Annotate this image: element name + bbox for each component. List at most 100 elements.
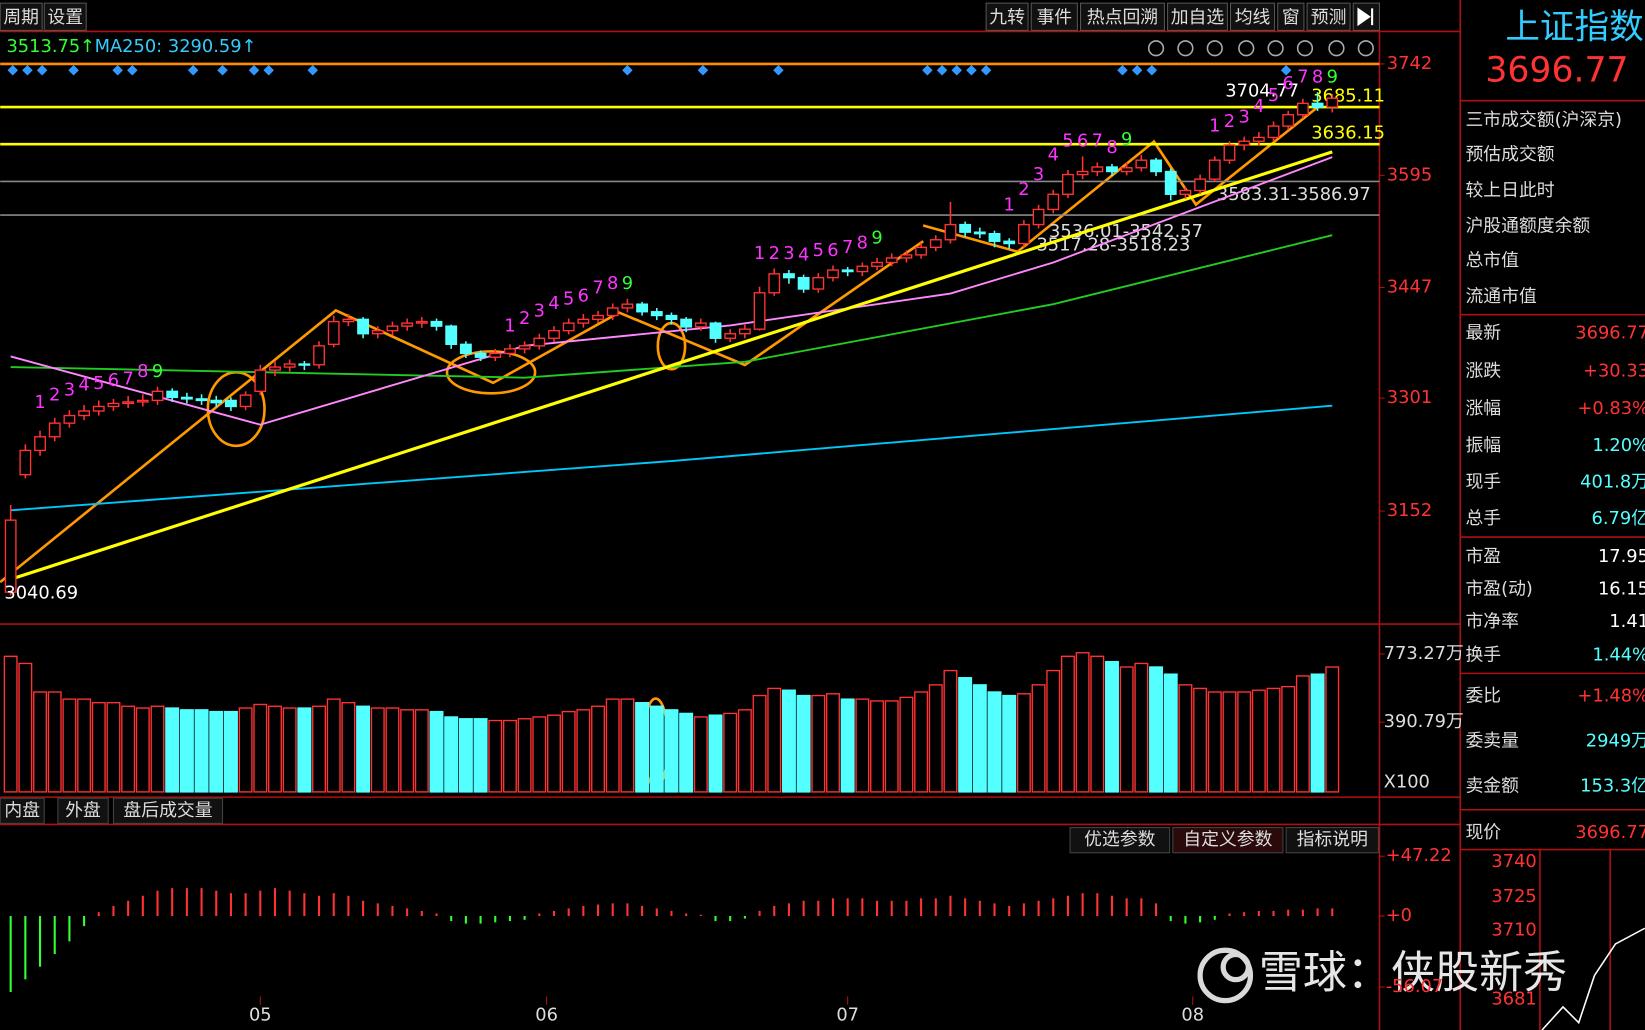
field-value: 6.79亿 xyxy=(1591,508,1645,529)
tab-label[interactable]: 外盘 xyxy=(65,800,101,821)
td-count: 3 xyxy=(64,379,75,400)
volume-bar xyxy=(752,694,767,793)
signal-marker xyxy=(1131,65,1143,76)
candle-body xyxy=(1164,170,1177,195)
toolbar-button[interactable] xyxy=(1080,2,1165,31)
toolbar-label[interactable]: 均线 xyxy=(1235,7,1271,28)
td-count: 7 xyxy=(1297,66,1308,87)
quote-header: 总市值 xyxy=(1465,250,1519,271)
volume-bar xyxy=(77,698,92,793)
td-count: 1 xyxy=(1209,116,1220,137)
tab[interactable] xyxy=(0,797,45,824)
td-count: 1 xyxy=(34,392,45,413)
tool-icon[interactable] xyxy=(1147,40,1165,57)
range-annotation: 3583.31-3586.97 xyxy=(1217,184,1371,205)
toolbar-button[interactable] xyxy=(985,2,1029,31)
toolbar-button[interactable] xyxy=(1229,2,1276,31)
toolbar-icon xyxy=(1357,7,1374,27)
volume-bar xyxy=(282,707,297,793)
tab[interactable] xyxy=(1069,827,1171,854)
volume-bar xyxy=(840,698,855,793)
toolbar-label[interactable]: 热点回溯 xyxy=(1087,7,1158,28)
toolbar-label[interactable]: 九转 xyxy=(989,7,1025,28)
volume-bar xyxy=(370,707,385,793)
volume-bar xyxy=(458,718,473,793)
volume-bar xyxy=(385,707,400,793)
toolbar-label[interactable]: 窗 xyxy=(1282,7,1300,28)
tab-label[interactable]: 自定义参数 xyxy=(1183,829,1272,850)
candle-body xyxy=(988,233,1001,242)
y-tick-label: -56.07 xyxy=(1386,976,1443,997)
toolbar-button[interactable] xyxy=(1277,2,1305,31)
low-label: 3040.69 xyxy=(4,583,78,604)
volume-bar xyxy=(91,702,106,793)
quote-header: 三市成交额(沪深京) xyxy=(1465,110,1622,131)
volume-bar xyxy=(400,709,415,793)
y-tick-label: +47.22 xyxy=(1386,845,1452,866)
toolbar-button[interactable] xyxy=(1306,2,1351,31)
td-count: 5 xyxy=(563,288,574,309)
field-label: 委比 xyxy=(1465,685,1501,706)
x-tick-label: 07 xyxy=(836,1004,859,1025)
mini-tick-label: 3740 xyxy=(1491,851,1536,872)
candle-body xyxy=(34,436,46,452)
td-count: 6 xyxy=(108,370,119,391)
tool-icon[interactable] xyxy=(1267,40,1284,57)
candle-body xyxy=(1003,240,1016,245)
candle-body xyxy=(768,273,781,294)
tool-icon[interactable] xyxy=(1328,40,1345,57)
candle-body xyxy=(1282,114,1295,127)
toolbar-label[interactable]: 事件 xyxy=(1036,7,1072,28)
x-tick-label: 05 xyxy=(249,1004,272,1025)
toolbar-label[interactable]: 预测 xyxy=(1311,7,1347,28)
candle-body xyxy=(166,390,179,399)
tab[interactable] xyxy=(112,797,224,824)
quote-header: 沪股通额度余额 xyxy=(1465,216,1590,237)
candle-body xyxy=(107,402,120,408)
tab[interactable] xyxy=(57,797,109,824)
tool-icon[interactable] xyxy=(1357,40,1374,57)
tool-icon[interactable] xyxy=(1177,40,1194,57)
volume-bar xyxy=(150,705,165,793)
td-count: 6 xyxy=(1077,131,1088,152)
quote-name: 上证指数 xyxy=(1505,7,1643,47)
candle-body xyxy=(239,394,252,408)
tab-label[interactable]: 指标说明 xyxy=(1297,829,1368,850)
volume-bar xyxy=(47,691,62,793)
candle-body xyxy=(386,325,399,332)
toolbar-button[interactable] xyxy=(1030,2,1078,31)
toolbar-label[interactable]: 设置 xyxy=(47,7,83,28)
td-count: 4 xyxy=(798,244,809,265)
tab[interactable] xyxy=(1285,827,1379,854)
toolbar-button[interactable] xyxy=(43,2,87,31)
tab[interactable] xyxy=(1172,827,1284,854)
signal-marker xyxy=(307,65,318,76)
tool-icon[interactable] xyxy=(1238,40,1255,57)
tool-icon[interactable] xyxy=(1206,40,1223,57)
toolbar-label[interactable]: 周期 xyxy=(3,7,39,28)
td-count: 3 xyxy=(1238,106,1249,127)
td-count: 3 xyxy=(1033,164,1044,185)
candle-body xyxy=(973,231,986,235)
candle-body xyxy=(1326,97,1339,108)
field-value: +0.83% xyxy=(1577,398,1645,419)
field-label: 涨跌 xyxy=(1465,360,1501,381)
toolbar-button[interactable] xyxy=(1167,2,1228,31)
candle-body xyxy=(1106,166,1118,173)
field-value: 401.8万 xyxy=(1580,471,1645,492)
volume-bar xyxy=(737,709,752,793)
toolbar-label[interactable]: 加自选 xyxy=(1171,7,1225,28)
candle-body xyxy=(959,223,972,233)
tab-label[interactable]: 盘后成交量 xyxy=(123,800,212,821)
tab-label[interactable]: 内盘 xyxy=(4,800,40,821)
volume-bar xyxy=(605,698,620,793)
candle-body xyxy=(342,318,355,323)
tab-label[interactable]: 优选参数 xyxy=(1084,829,1155,850)
tool-icon[interactable] xyxy=(1296,40,1314,57)
watermark-logo xyxy=(1197,947,1254,1004)
trendline xyxy=(10,150,1333,581)
candle-body xyxy=(885,257,898,264)
range-annotation: 3536.01-3542.57 xyxy=(1049,221,1203,242)
toolbar-button[interactable] xyxy=(0,2,43,31)
